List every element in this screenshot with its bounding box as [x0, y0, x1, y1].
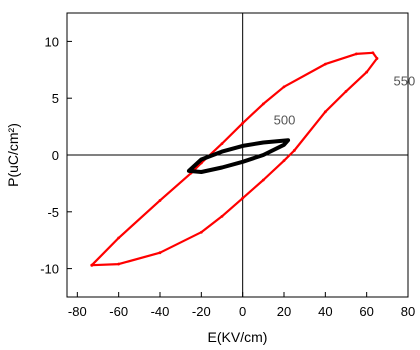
data-point	[117, 262, 121, 266]
y-tick-label: -10	[40, 262, 59, 277]
data-point	[282, 159, 286, 163]
x-axis-title: E(KV/cm)	[208, 329, 268, 345]
data-point	[261, 178, 265, 182]
series-loop-550	[90, 51, 379, 267]
data-point	[323, 110, 327, 114]
data-point	[220, 142, 224, 146]
y-tick-label: 10	[45, 34, 59, 49]
data-point	[261, 102, 265, 106]
y-tick-label: 0	[52, 148, 59, 163]
x-tick-label: -80	[68, 304, 87, 319]
data-point	[241, 196, 245, 200]
x-tick-label: -40	[151, 304, 170, 319]
x-tick-label: -20	[192, 304, 211, 319]
data-point	[90, 263, 94, 267]
series-loop-500	[186, 138, 291, 174]
annotations-layer: 550 500	[274, 74, 416, 128]
data-point	[158, 199, 162, 202]
x-tick-label: 20	[277, 304, 291, 319]
data-point	[292, 149, 296, 152]
series-label: 550	[394, 74, 416, 89]
data-point	[199, 230, 203, 234]
series-layer	[90, 51, 379, 267]
y-axis-ticks: -10 -5 0 5 10	[40, 34, 72, 277]
data-point	[117, 236, 121, 240]
data-point	[220, 214, 224, 218]
x-tick-label: 80	[401, 304, 415, 319]
y-tick-label: 5	[52, 91, 59, 106]
data-point	[371, 51, 375, 55]
data-point	[158, 251, 162, 255]
x-axis-ticks: -80 -60 -40 -20 0 20 40 60 80	[68, 292, 415, 319]
data-point	[375, 57, 379, 60]
data-point	[323, 62, 327, 66]
x-tick-label: 40	[318, 304, 332, 319]
data-point	[344, 89, 348, 93]
y-axis-title: P(uC/cm²)	[5, 123, 21, 187]
data-point	[282, 85, 286, 89]
data-point	[365, 70, 369, 74]
x-tick-label: 0	[239, 304, 246, 319]
series-label: 500	[274, 112, 296, 127]
data-point	[241, 121, 245, 125]
y-tick-label: -5	[47, 205, 59, 220]
x-tick-label: -60	[109, 304, 128, 319]
x-tick-label: 60	[359, 304, 373, 319]
data-point	[354, 52, 358, 56]
